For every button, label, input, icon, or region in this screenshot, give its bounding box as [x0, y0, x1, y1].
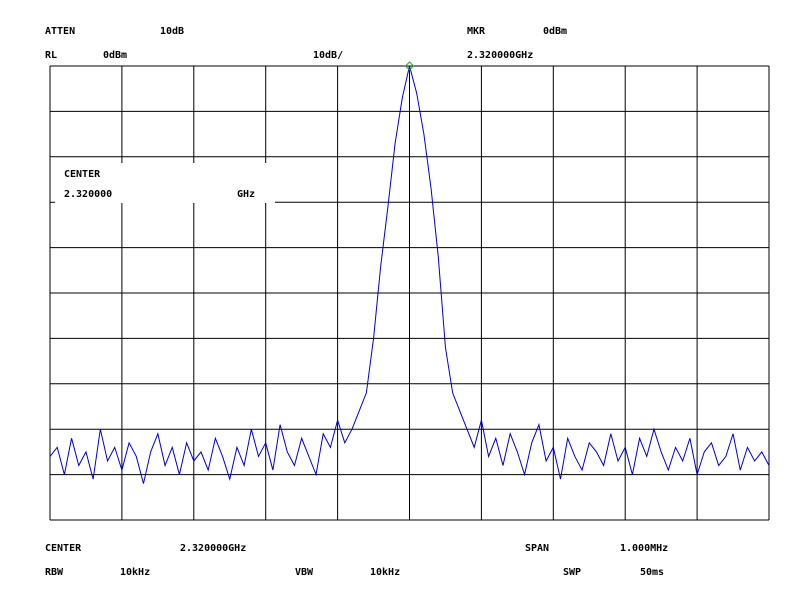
vbw-value: 10kHz — [370, 567, 400, 578]
rbw-value: 10kHz — [120, 567, 150, 578]
mkr-label: MKR — [467, 26, 486, 37]
mkr-value: 0dBm — [543, 26, 567, 37]
center-value: 2.320000GHz — [180, 543, 246, 554]
trace — [49, 65, 770, 484]
span-value: 1.000MHz — [620, 543, 668, 554]
marker — [404, 61, 415, 71]
center-label: CENTER — [45, 543, 82, 554]
rbw-label: RBW — [45, 567, 64, 578]
atten-label: ATTEN — [45, 26, 75, 37]
entry-box — [55, 163, 275, 203]
span-label: SPAN — [525, 543, 549, 554]
atten-value: 10dB — [160, 26, 184, 37]
swp-value: 50ms — [640, 567, 664, 578]
rl-value: 0dBm — [103, 50, 127, 61]
scale: 10dB/ — [313, 50, 343, 61]
plot — [49, 61, 770, 521]
entry-unit: GHz — [237, 189, 255, 200]
vbw-label: VBW — [295, 567, 314, 578]
rl-label: RL — [45, 50, 57, 61]
swp-label: SWP — [563, 567, 581, 578]
mkr-freq: 2.320000GHz — [467, 50, 533, 61]
entry-label: CENTER — [64, 169, 101, 180]
entry-value: 2.320000 — [64, 189, 112, 200]
